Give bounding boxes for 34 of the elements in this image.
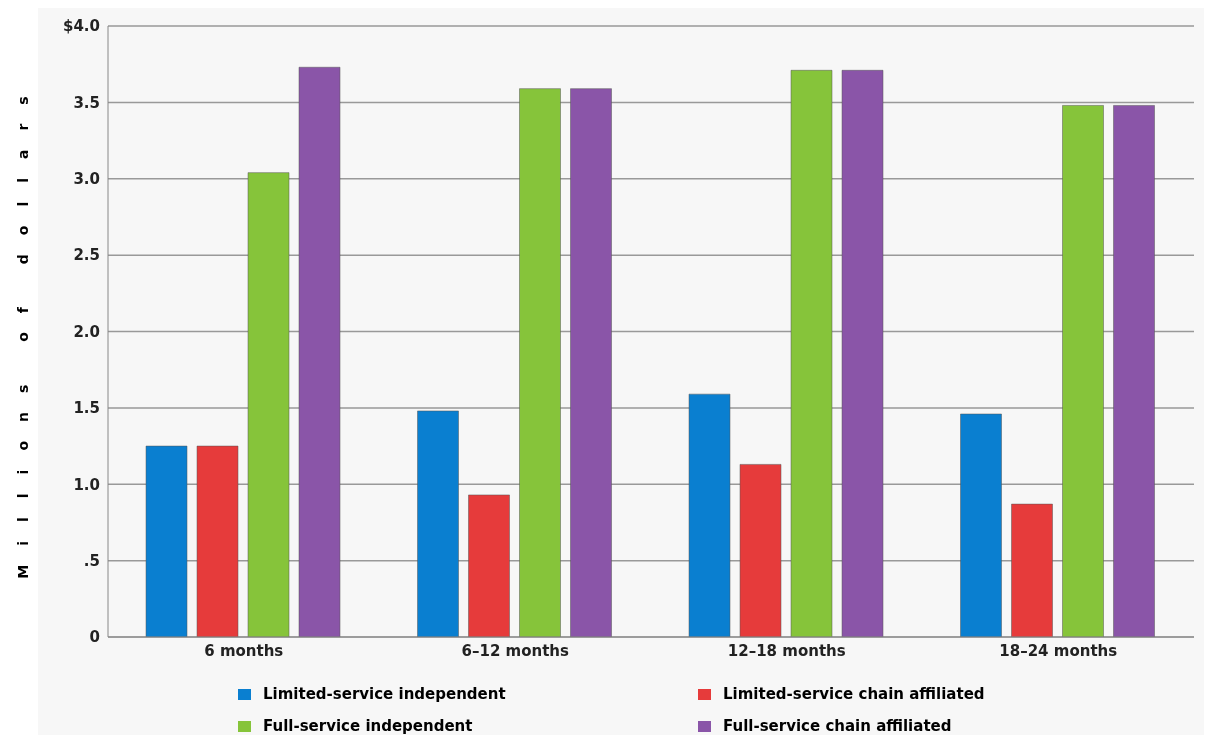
bar	[570, 88, 612, 637]
bar	[790, 70, 833, 637]
bar	[1011, 503, 1053, 637]
bar	[1062, 105, 1104, 637]
y-tick-label: $4.0	[62, 17, 100, 36]
bar	[960, 413, 1002, 637]
legend-label: Full-service independent	[263, 717, 473, 735]
y-tick-label: 1.0	[73, 475, 100, 494]
bar	[298, 66, 341, 637]
bar	[468, 494, 510, 637]
bar	[196, 445, 239, 637]
bar	[519, 88, 561, 637]
legend-label: Limited-service chain affiliated	[723, 685, 985, 703]
bar	[739, 464, 782, 637]
x-tick-label: 6 months	[204, 641, 284, 660]
y-tick-label: 1.5	[73, 399, 100, 418]
y-tick-label: 3.5	[73, 93, 100, 112]
bar	[841, 70, 884, 637]
x-tick-label: 12–18 months	[727, 641, 846, 660]
bar	[145, 445, 188, 637]
y-tick-label: 0	[89, 628, 100, 647]
y-tick-label: 3.0	[73, 170, 100, 189]
y-tick-label: 2.0	[73, 322, 100, 341]
x-tick-label: 18–24 months	[999, 641, 1118, 660]
bar	[417, 410, 459, 637]
y-axis-title: Millions of dollars	[15, 77, 31, 579]
bar	[688, 393, 731, 637]
x-tick-label: 6–12 months	[461, 641, 570, 660]
legend-label: Limited-service independent	[263, 685, 506, 703]
bar	[1113, 105, 1155, 637]
y-tick-label: .5	[83, 551, 100, 570]
bar	[247, 172, 290, 637]
legend-label: Full-service chain affiliated	[723, 717, 952, 735]
y-tick-label: 2.5	[73, 246, 100, 265]
